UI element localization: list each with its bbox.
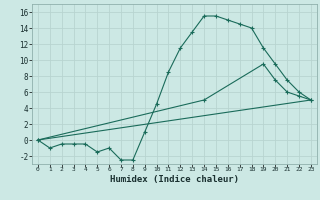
X-axis label: Humidex (Indice chaleur): Humidex (Indice chaleur) xyxy=(110,175,239,184)
